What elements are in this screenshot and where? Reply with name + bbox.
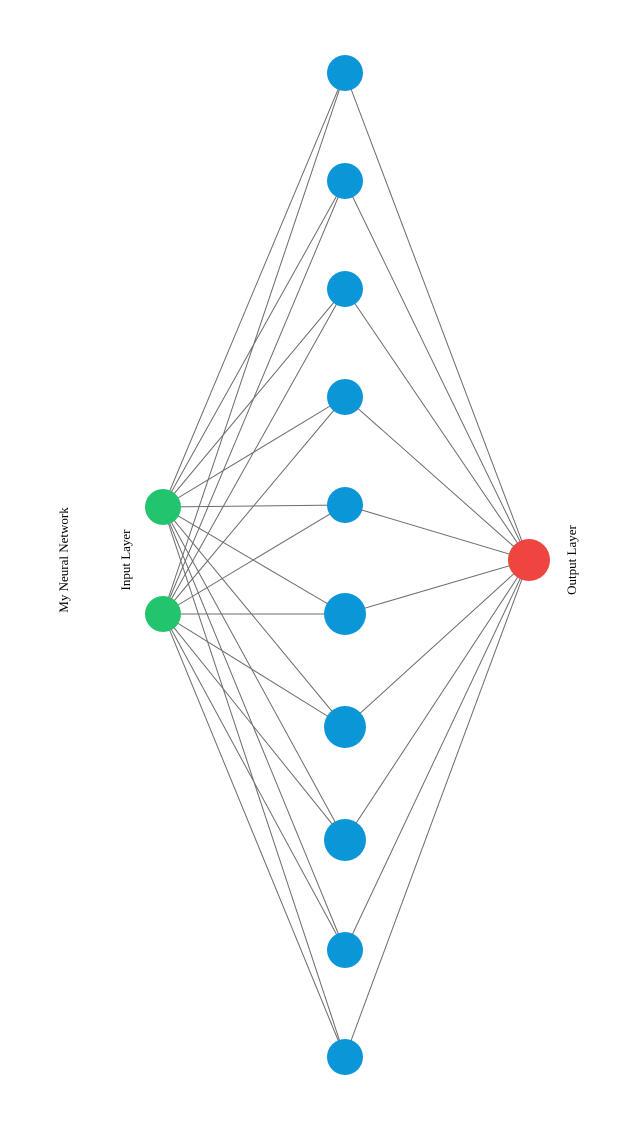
hidden-node-10 [327,1039,363,1075]
edge-input-1-to-hidden-8 [162,506,346,841]
edge-hidden-2-to-output-1 [344,180,530,561]
edge-input-2-to-hidden-2 [162,180,346,615]
diagram-title: My Neural Network [56,507,71,613]
input-layer-label: Input Layer [118,529,133,591]
edge-hidden-6-to-output-1 [344,559,530,615]
edge-input-1-to-hidden-1 [162,72,346,508]
edge-input-2-to-hidden-7 [162,613,346,728]
edge-input-2-to-hidden-10 [162,613,346,1058]
edge-input-2-to-hidden-4 [162,396,346,615]
edge-hidden-5-to-output-1 [344,504,530,561]
hidden-node-7 [324,706,366,748]
nodes-group [145,55,550,1075]
hidden-node-1 [327,55,363,91]
edge-input-2-to-hidden-9 [162,613,346,951]
edges-group [162,72,530,1058]
output-layer-label: Output Layer [564,524,579,594]
hidden-node-8 [324,819,366,861]
edge-hidden-7-to-output-1 [344,559,530,728]
hidden-node-4 [327,379,363,415]
hidden-node-3 [327,271,363,307]
input-node-1 [145,489,181,525]
input-node-2 [145,596,181,632]
edge-hidden-3-to-output-1 [344,288,530,561]
output-node-1 [508,539,550,581]
hidden-node-2 [327,163,363,199]
edge-hidden-10-to-output-1 [344,559,530,1058]
edge-input-1-to-hidden-7 [162,506,346,728]
edge-input-2-to-hidden-5 [162,504,346,615]
hidden-node-6 [324,593,366,635]
edge-input-2-to-hidden-3 [162,288,346,615]
edge-hidden-4-to-output-1 [344,396,530,561]
hidden-node-9 [327,932,363,968]
edge-hidden-1-to-output-1 [344,72,530,561]
edge-input-1-to-hidden-9 [162,506,346,951]
edge-input-2-to-hidden-1 [162,72,346,615]
edge-hidden-9-to-output-1 [344,559,530,951]
edge-hidden-8-to-output-1 [344,559,530,841]
hidden-node-5 [327,487,363,523]
edge-input-2-to-hidden-8 [162,613,346,841]
